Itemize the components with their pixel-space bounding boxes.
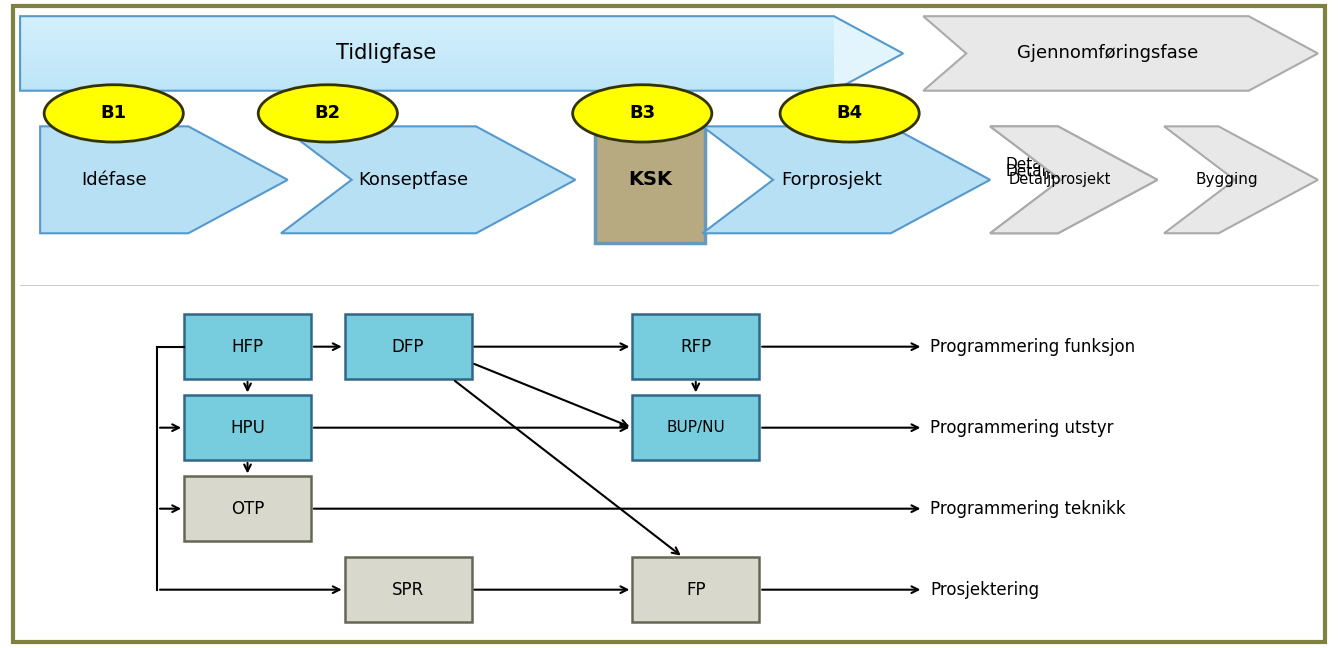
Text: Detaljprosjekt: Detaljprosjekt bbox=[1006, 164, 1113, 196]
Text: HFP: HFP bbox=[231, 338, 264, 356]
FancyBboxPatch shape bbox=[185, 395, 312, 460]
Ellipse shape bbox=[573, 85, 712, 142]
Text: Konseptfase: Konseptfase bbox=[359, 171, 468, 189]
Polygon shape bbox=[20, 16, 903, 91]
Text: Tidligfase: Tidligfase bbox=[336, 43, 436, 64]
Text: Prosjektering: Prosjektering bbox=[930, 581, 1040, 599]
FancyBboxPatch shape bbox=[595, 117, 705, 243]
FancyBboxPatch shape bbox=[633, 395, 760, 460]
Text: Detaljprosjekt: Detaljprosjekt bbox=[1009, 172, 1111, 187]
Text: Programmering funksjon: Programmering funksjon bbox=[930, 338, 1135, 356]
Ellipse shape bbox=[258, 85, 397, 142]
Text: Gjennomføringsfase: Gjennomføringsfase bbox=[1017, 45, 1198, 62]
Text: Forprosjekt: Forprosjekt bbox=[781, 171, 882, 189]
FancyBboxPatch shape bbox=[633, 314, 760, 379]
Text: Programmering utstyr: Programmering utstyr bbox=[930, 419, 1113, 437]
FancyBboxPatch shape bbox=[345, 557, 472, 622]
Ellipse shape bbox=[780, 85, 919, 142]
Text: HPU: HPU bbox=[230, 419, 265, 437]
FancyBboxPatch shape bbox=[185, 476, 312, 541]
FancyBboxPatch shape bbox=[633, 557, 760, 622]
Text: DFP: DFP bbox=[392, 338, 424, 356]
Text: B1: B1 bbox=[100, 104, 127, 122]
Polygon shape bbox=[923, 16, 1318, 91]
Text: BUP/NU: BUP/NU bbox=[666, 420, 725, 435]
Text: Programmering teknikk: Programmering teknikk bbox=[930, 500, 1125, 518]
Text: B4: B4 bbox=[836, 104, 863, 122]
Polygon shape bbox=[40, 126, 288, 233]
Polygon shape bbox=[990, 126, 1157, 233]
FancyBboxPatch shape bbox=[345, 314, 472, 379]
Text: FP: FP bbox=[686, 581, 705, 599]
Text: Detaljprosjekt: Detaljprosjekt bbox=[1006, 157, 1113, 190]
Text: SPR: SPR bbox=[392, 581, 424, 599]
Text: B3: B3 bbox=[629, 104, 656, 122]
Polygon shape bbox=[1164, 126, 1318, 233]
Polygon shape bbox=[281, 126, 575, 233]
Ellipse shape bbox=[44, 85, 183, 142]
Text: KSK: KSK bbox=[629, 170, 672, 189]
Text: B2: B2 bbox=[314, 104, 341, 122]
Text: RFP: RFP bbox=[680, 338, 712, 356]
FancyBboxPatch shape bbox=[185, 314, 312, 379]
Text: OTP: OTP bbox=[231, 500, 264, 518]
Polygon shape bbox=[702, 126, 990, 233]
Text: Bygging: Bygging bbox=[1195, 172, 1258, 187]
Polygon shape bbox=[990, 126, 1157, 233]
Text: Idéfase: Idéfase bbox=[82, 171, 147, 189]
